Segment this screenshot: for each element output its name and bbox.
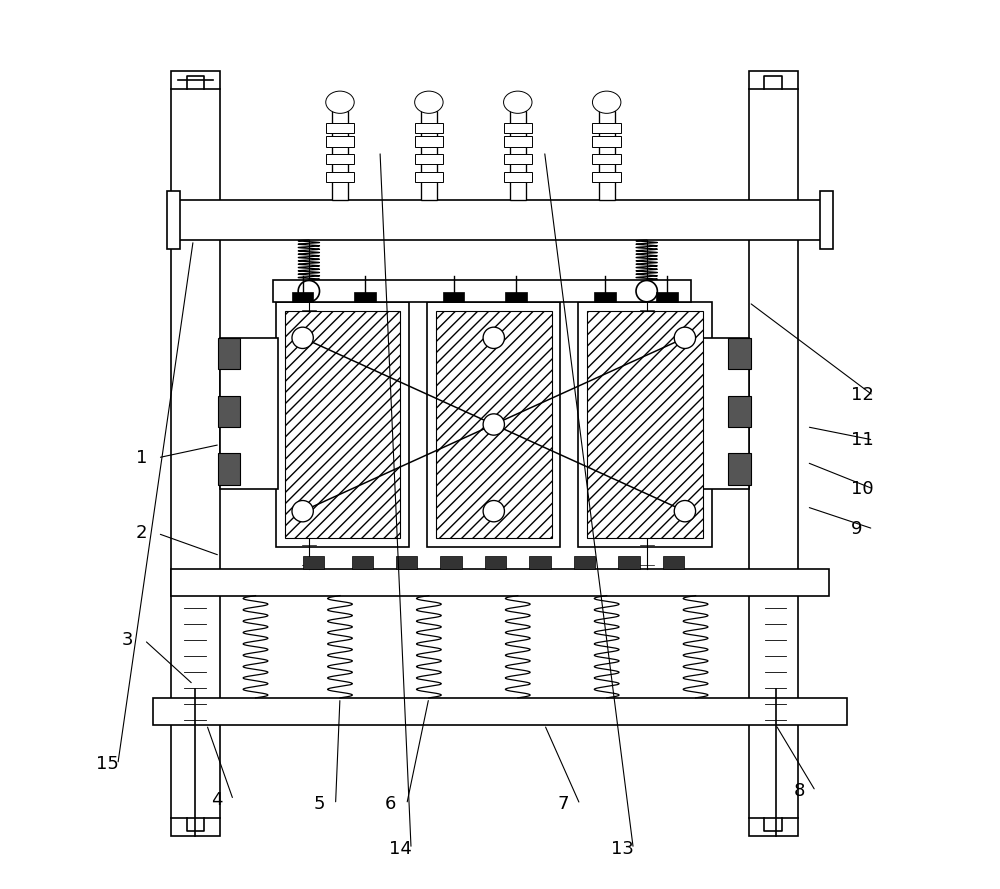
Ellipse shape xyxy=(415,92,443,114)
Bar xyxy=(153,698,847,725)
Bar xyxy=(504,136,532,147)
Text: 14: 14 xyxy=(389,840,412,858)
Bar xyxy=(510,111,526,200)
Bar xyxy=(285,311,400,538)
Text: 12: 12 xyxy=(851,387,874,404)
Bar xyxy=(443,292,464,302)
Bar xyxy=(171,569,829,596)
Text: 11: 11 xyxy=(851,431,874,449)
Bar xyxy=(440,556,462,569)
Bar xyxy=(171,200,829,240)
Bar xyxy=(326,123,354,133)
Text: 4: 4 xyxy=(211,791,223,809)
Bar xyxy=(578,302,712,547)
Bar xyxy=(728,396,751,427)
Bar xyxy=(332,111,348,200)
Bar xyxy=(171,71,220,836)
Text: 10: 10 xyxy=(851,480,874,498)
Bar xyxy=(505,292,527,302)
Circle shape xyxy=(292,501,313,522)
Bar xyxy=(167,191,180,249)
Bar xyxy=(436,311,552,538)
Circle shape xyxy=(298,281,320,302)
Bar xyxy=(326,136,354,147)
Bar xyxy=(663,556,684,569)
Bar xyxy=(592,172,621,182)
Bar xyxy=(728,453,751,485)
Circle shape xyxy=(674,501,696,522)
Bar xyxy=(354,292,376,302)
Text: 8: 8 xyxy=(793,782,805,800)
Bar xyxy=(504,123,532,133)
Bar xyxy=(592,136,621,147)
Text: 15: 15 xyxy=(96,756,118,773)
Bar xyxy=(574,556,595,569)
Circle shape xyxy=(636,281,657,302)
Bar xyxy=(415,172,443,182)
Circle shape xyxy=(483,327,504,348)
Text: 6: 6 xyxy=(384,796,396,813)
Bar xyxy=(292,292,313,302)
Bar xyxy=(218,453,240,485)
Bar xyxy=(599,111,615,200)
Bar xyxy=(504,154,532,164)
Bar xyxy=(749,71,798,836)
Bar xyxy=(326,172,354,182)
Bar xyxy=(276,302,409,547)
Ellipse shape xyxy=(592,92,621,114)
Bar xyxy=(427,302,560,547)
Bar xyxy=(218,338,240,369)
Circle shape xyxy=(674,327,696,348)
Bar xyxy=(728,338,751,369)
Bar xyxy=(592,154,621,164)
Circle shape xyxy=(292,327,313,348)
Circle shape xyxy=(483,414,504,436)
Text: 13: 13 xyxy=(611,840,634,858)
Bar xyxy=(421,111,437,200)
Bar xyxy=(587,311,703,538)
Bar xyxy=(691,338,749,489)
Bar xyxy=(396,556,417,569)
Bar xyxy=(656,292,678,302)
Bar xyxy=(352,556,373,569)
Ellipse shape xyxy=(504,92,532,114)
Bar xyxy=(415,123,443,133)
Text: 5: 5 xyxy=(313,796,325,813)
Bar xyxy=(820,191,833,249)
Ellipse shape xyxy=(326,92,354,114)
Bar xyxy=(504,172,532,182)
Bar xyxy=(273,280,691,302)
Bar xyxy=(303,556,324,569)
Bar xyxy=(594,292,616,302)
Bar xyxy=(485,556,506,569)
Bar xyxy=(415,136,443,147)
Bar xyxy=(618,556,640,569)
Text: 7: 7 xyxy=(558,796,569,813)
Text: 9: 9 xyxy=(851,520,863,538)
Bar xyxy=(218,396,240,427)
Bar xyxy=(326,154,354,164)
Text: 2: 2 xyxy=(136,525,147,542)
Text: 1: 1 xyxy=(136,449,147,467)
Circle shape xyxy=(483,501,504,522)
Bar xyxy=(592,123,621,133)
Bar xyxy=(529,556,551,569)
Text: 3: 3 xyxy=(122,631,134,649)
Bar xyxy=(415,154,443,164)
Bar xyxy=(220,338,278,489)
